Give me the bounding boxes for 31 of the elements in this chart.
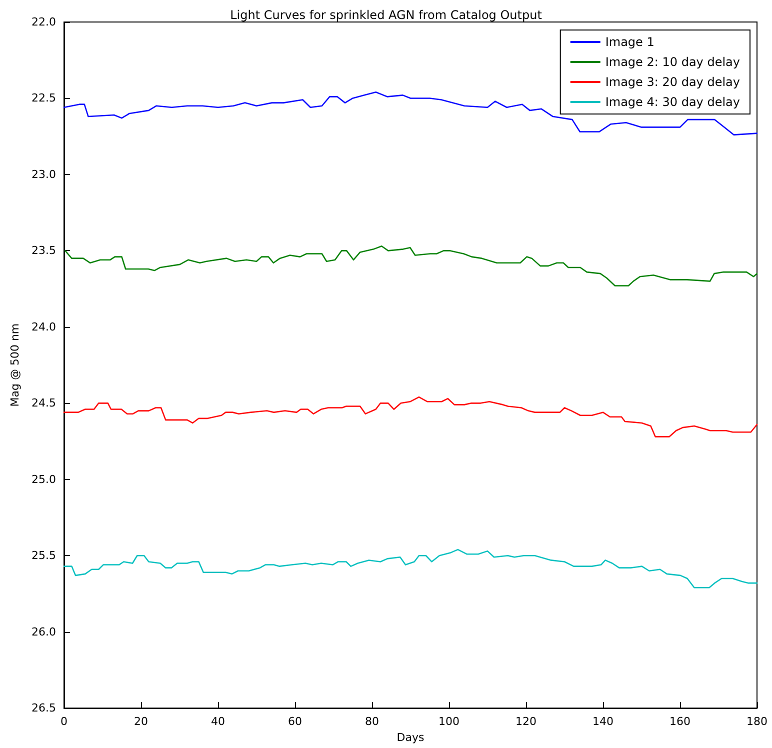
line-series [63,548,758,588]
line-series [64,245,758,286]
x-tick-label: 100 [438,715,460,728]
chart-title: Light Curves for sprinkled AGN from Catalog Output [230,8,542,22]
y-tick-label: 23.0 [32,168,56,181]
y-axis-title: Mag @ 500 nm [8,323,22,407]
y-tick-label: 24.0 [32,320,56,334]
x-tick-label: 0 [60,715,68,728]
x-tick-label: 20 [134,715,148,728]
y-tick-label: 22.5 [32,92,56,105]
x-tick-label: 140 [592,715,614,728]
legend-label: Image 1 [605,35,654,49]
legend-label: Image 4: 30 day delay [605,95,740,109]
x-tick-label: 80 [365,715,379,728]
y-tick-label: 26.0 [32,625,56,638]
y-tick-label: 25.5 [32,549,56,562]
legend-label: Image 2: 10 day delay [605,55,740,69]
x-tick-label: 120 [516,715,536,728]
y-tick-label: 23.5 [32,244,56,258]
x-axis-title: Days [396,731,424,744]
y-tick-label: 26.5 [32,702,56,715]
y-tick-label: 25.0 [32,472,56,486]
x-tick-label: 180 [746,715,768,728]
line-series [63,91,758,136]
y-tick-label: 24.5 [32,396,56,410]
x-tick-label: 160 [670,715,690,728]
x-tick-label: 60 [288,715,302,728]
y-tick-label: 22.0 [32,16,56,28]
line-series [63,396,758,438]
x-tick-label: 40 [211,715,225,728]
legend-label: Image 3: 20 day delay [605,75,740,89]
